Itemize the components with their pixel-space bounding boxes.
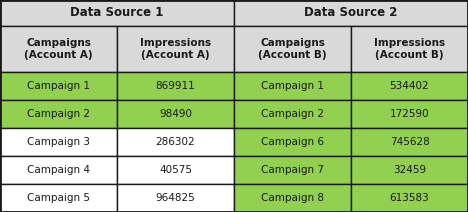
Text: Campaigns
(Account B): Campaigns (Account B) [258,38,327,60]
Bar [234,72,351,100]
Text: 286302: 286302 [156,137,195,147]
Bar [351,100,468,128]
Text: Data Source 1: Data Source 1 [70,7,164,20]
Text: Campaign 8: Campaign 8 [261,193,324,203]
Bar [351,26,468,72]
Text: Campaign 1: Campaign 1 [261,81,324,91]
Bar [117,72,234,100]
Bar [234,26,351,72]
Text: 613583: 613583 [390,193,429,203]
Bar [117,100,234,128]
Bar [351,184,468,212]
Text: Campaign 2: Campaign 2 [261,109,324,119]
Text: Campaign 7: Campaign 7 [261,165,324,175]
Bar [0,72,117,100]
Bar [0,128,117,156]
Bar [234,0,468,26]
Bar [117,184,234,212]
Text: 98490: 98490 [159,109,192,119]
Text: 40575: 40575 [159,165,192,175]
Bar [0,26,117,72]
Text: Campaign 1: Campaign 1 [27,81,90,91]
Text: Campaign 6: Campaign 6 [261,137,324,147]
Bar [0,184,117,212]
Bar [117,26,234,72]
Text: Data Source 2: Data Source 2 [304,7,398,20]
Text: 32459: 32459 [393,165,426,175]
Bar [117,128,234,156]
Bar [351,72,468,100]
Bar [234,100,351,128]
Text: 534402: 534402 [390,81,429,91]
Text: Impressions
(Account A): Impressions (Account A) [140,38,211,60]
Bar [0,156,117,184]
Bar [0,100,117,128]
Bar [117,156,234,184]
Bar [234,156,351,184]
Bar [351,156,468,184]
Bar [351,128,468,156]
Text: Campaign 3: Campaign 3 [27,137,90,147]
Text: Campaign 4: Campaign 4 [27,165,90,175]
Bar [234,128,351,156]
Text: Impressions
(Account B): Impressions (Account B) [374,38,445,60]
Text: 172590: 172590 [390,109,429,119]
Text: Campaign 2: Campaign 2 [27,109,90,119]
Text: 869911: 869911 [156,81,195,91]
Text: 964825: 964825 [156,193,195,203]
Bar [0,0,234,26]
Text: 745628: 745628 [390,137,429,147]
Bar [234,184,351,212]
Text: Campaigns
(Account A): Campaigns (Account A) [24,38,93,60]
Text: Campaign 5: Campaign 5 [27,193,90,203]
